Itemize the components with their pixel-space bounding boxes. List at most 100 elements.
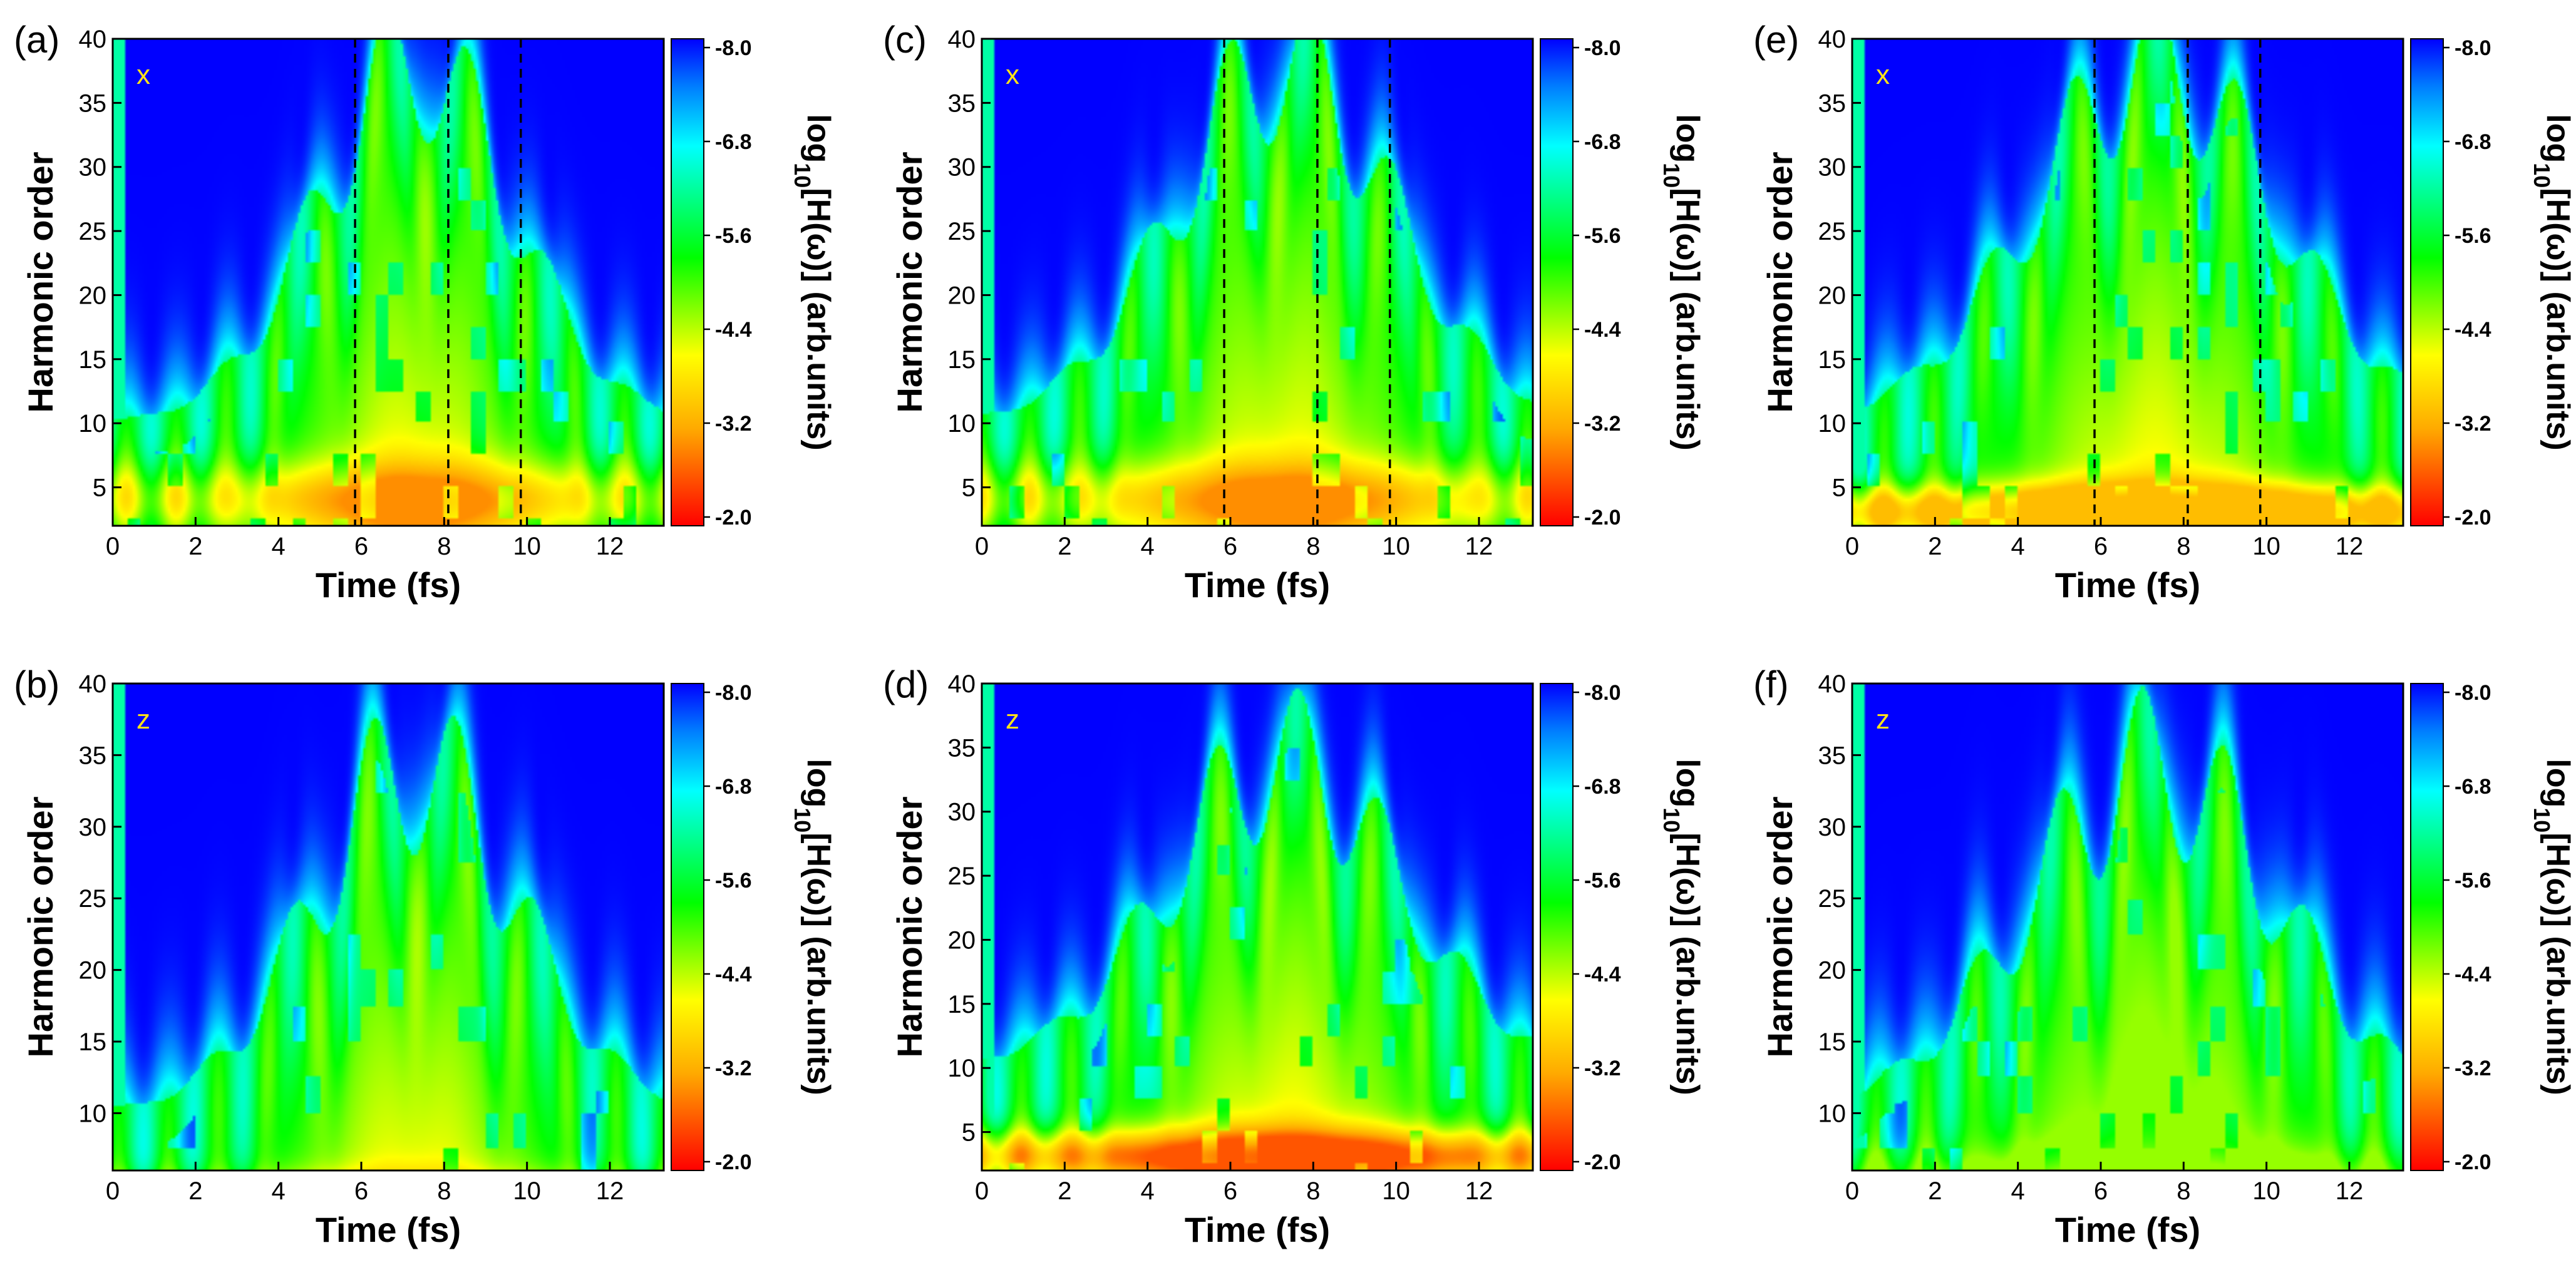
colorbar-tick-label: -5.6 [1584, 869, 1621, 893]
x-tick-label: 6 [1224, 1177, 1237, 1205]
colorbar-tick-label: -3.2 [1584, 1057, 1621, 1080]
colorbar-tick-label: -2.0 [715, 1150, 752, 1174]
component-label: z [1006, 704, 1019, 735]
x-tick-label: 8 [1306, 1177, 1320, 1205]
x-tick-label: 10 [2252, 533, 2280, 560]
component-label: x [1006, 59, 1019, 90]
y-axis-title: Harmonic order [890, 152, 929, 413]
component-label: x [137, 59, 150, 90]
plot-frame [111, 682, 665, 1172]
y-axis-title: Harmonic order [21, 797, 60, 1058]
x-tick-label: 12 [2336, 1177, 2364, 1205]
x-tick-label: 6 [2094, 533, 2108, 560]
colorbar-tick-label: -4.4 [2455, 318, 2491, 342]
colorbar-tick-label: -6.8 [2455, 775, 2491, 799]
x-tick-label: 0 [106, 1177, 120, 1205]
panel-label: (d) [883, 663, 929, 705]
plot-frame [111, 38, 665, 527]
x-tick-label: 12 [1465, 1177, 1493, 1205]
y-tick-label: 30 [1818, 154, 1847, 182]
y-axis-title: Harmonic order [890, 797, 929, 1058]
x-tick-label: 4 [272, 533, 286, 560]
y-tick-label: 30 [948, 799, 976, 826]
x-tick-label: 10 [513, 1177, 541, 1205]
y-tick-label: 5 [962, 474, 976, 502]
colorbar [1540, 683, 1574, 1171]
x-axis-title: Time (fs) [316, 1210, 461, 1249]
x-axis-title: Time (fs) [1185, 1210, 1330, 1249]
x-tick-label: 0 [1845, 533, 1859, 560]
panel-d: 0 2 4 6 8 10 12 5 10 15 20 25 30 35 40 Time (fs) Harmoni… [883, 663, 1706, 1249]
x-tick-label: 2 [1058, 1177, 1071, 1205]
x-tick-label: 6 [354, 1177, 368, 1205]
colorbar-tick-label: -2.0 [2455, 506, 2491, 530]
panel-label: (a) [14, 19, 59, 61]
x-tick-label: 4 [2011, 533, 2025, 560]
panel-a: 0 2 4 6 8 10 12 5 10 15 20 25 30 35 40 Time (fs) Harmoni… [14, 19, 837, 605]
colorbar-tick-label: -5.6 [1584, 224, 1621, 248]
panel-c: 0 2 4 6 8 10 12 5 10 15 20 25 30 35 40 Time (fs) Harmoni… [883, 19, 1706, 605]
y-tick-label: 15 [79, 346, 107, 374]
colorbar-tick-label: -5.6 [2455, 869, 2491, 893]
heatmap-image [982, 684, 1533, 1170]
colorbar [671, 683, 704, 1171]
y-tick-label: 30 [1818, 814, 1847, 841]
y-tick-label: 20 [1818, 957, 1847, 985]
colorbar-tick-label: -2.0 [1584, 1150, 1621, 1174]
colorbar [2410, 38, 2444, 526]
y-tick-label: 35 [79, 90, 107, 117]
x-tick-label: 8 [437, 1177, 451, 1205]
y-tick-label: 40 [79, 26, 107, 53]
y-tick-label: 15 [948, 346, 976, 374]
x-tick-label: 6 [354, 533, 368, 560]
y-tick-label: 15 [948, 991, 976, 1018]
heatmap-image [1852, 39, 2403, 526]
heatmap-image [113, 39, 664, 526]
x-tick-label: 2 [1058, 533, 1071, 560]
x-axis-title: Time (fs) [2055, 565, 2200, 605]
panel-label: (e) [1753, 19, 1799, 61]
colorbar-tick-label: -8.0 [715, 681, 752, 705]
colorbar-tick-label: -3.2 [2455, 412, 2491, 436]
colorbar-tick-label: -6.8 [2455, 130, 2491, 154]
colorbar [2410, 683, 2444, 1171]
x-tick-label: 6 [2094, 1177, 2108, 1205]
y-tick-label: 30 [948, 154, 976, 182]
x-tick-label: 4 [272, 1177, 286, 1205]
y-tick-label: 5 [962, 1119, 976, 1147]
x-tick-label: 4 [1141, 533, 1155, 560]
x-tick-label: 8 [1306, 533, 1320, 560]
x-tick-label: 0 [106, 533, 120, 560]
colorbar-tick-label: -6.8 [715, 775, 752, 799]
panel-label: (f) [1753, 663, 1789, 705]
y-axis-title: Harmonic order [21, 152, 60, 413]
y-tick-label: 5 [93, 474, 106, 502]
y-tick-label: 25 [948, 863, 976, 890]
panel-e: 0 2 4 6 8 10 12 5 10 15 20 25 30 35 40 Time (fs) Harmoni… [1753, 19, 2576, 605]
colorbar-tick-label: -4.4 [715, 963, 752, 986]
x-tick-label: 2 [188, 533, 202, 560]
x-tick-label: 12 [1465, 533, 1493, 560]
x-tick-label: 2 [188, 1177, 202, 1205]
plot-frame [981, 682, 1534, 1172]
colorbar-tick-label: -8.0 [715, 36, 752, 60]
component-label: z [1876, 704, 1890, 735]
colorbar-title: log10[H(ω)] (arb.units) [790, 759, 837, 1095]
heatmap-image [113, 684, 664, 1170]
x-axis-title: Time (fs) [2055, 1210, 2200, 1249]
colorbar-tick-label: -6.8 [1584, 775, 1621, 799]
colorbar [1540, 38, 1574, 526]
y-tick-label: 15 [1818, 346, 1847, 374]
x-tick-label: 2 [1928, 1177, 1942, 1205]
y-tick-label: 40 [1818, 26, 1847, 53]
y-tick-label: 15 [1818, 1028, 1847, 1056]
y-tick-label: 20 [79, 957, 107, 985]
colorbar-title: log10[H(ω)] (arb.units) [2530, 759, 2576, 1095]
panel-label: (c) [883, 19, 927, 61]
colorbar-tick-label: -8.0 [1584, 681, 1621, 705]
y-tick-label: 25 [1818, 218, 1847, 245]
plot-frame [1851, 682, 2404, 1172]
panel-f: 0 2 4 6 8 10 12 10 15 20 25 30 35 40 Time (fs) Harmonic… [1753, 663, 2576, 1249]
y-tick-label: 40 [1818, 670, 1847, 698]
colorbar-title: log10[H(ω)] (arb.units) [2530, 114, 2576, 450]
